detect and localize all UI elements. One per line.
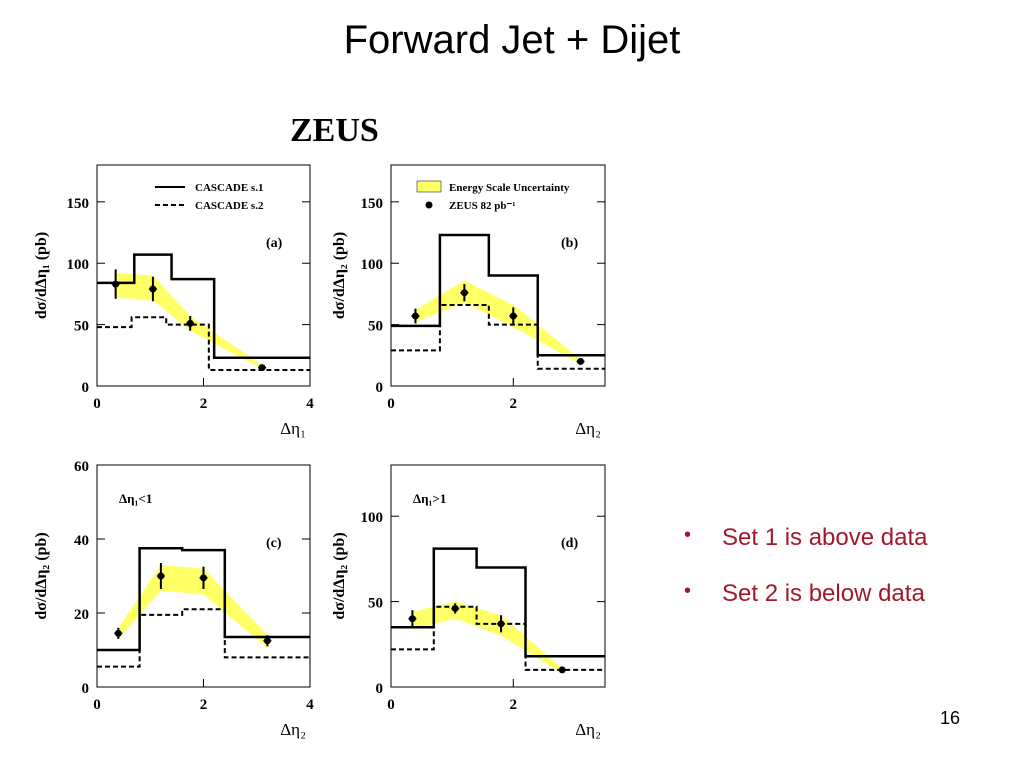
y-axis-label: dσ/dΔη₂ (pb) (33, 532, 50, 619)
legend-entry-label: CASCADE s.1 (195, 182, 263, 194)
y-tick-label: 150 (67, 196, 90, 212)
cascade-s1-line (391, 547, 605, 658)
data-point (509, 312, 517, 320)
panel-annotation: Δη₁<1 (119, 491, 152, 506)
uncertainty-band (118, 564, 268, 649)
panel-label: (c) (266, 536, 282, 551)
x-tick-label: 0 (387, 697, 395, 713)
y-tick-label: 0 (82, 681, 90, 697)
data-point (451, 604, 459, 612)
data-point (558, 666, 566, 674)
bullet-item: • Set 2 is below data (680, 580, 927, 636)
y-tick-label: 0 (376, 681, 384, 697)
legend-entry-label: CASCADE s.2 (195, 200, 264, 212)
y-tick-label: 0 (82, 380, 90, 396)
data-point (411, 312, 419, 320)
y-tick-label: 60 (74, 459, 89, 475)
panel-label: (a) (266, 236, 283, 251)
cascade-s1-line (391, 233, 605, 357)
cascade-s2-line (97, 608, 310, 668)
data-point (114, 629, 122, 637)
y-tick-label: 150 (361, 196, 384, 212)
x-axis-label: Δη₂ (575, 419, 601, 438)
x-axis-label: Δη₁ (280, 419, 306, 438)
cascade-s1-line (97, 547, 310, 652)
bullet-text: Set 1 is above data (722, 524, 928, 551)
y-tick-label: 50 (368, 319, 383, 335)
plot-frame (390, 164, 606, 387)
legend-entry-label: Energy Scale Uncertainty (449, 182, 570, 194)
y-axis-label: dσ/dΔη₂ (pb) (331, 232, 348, 319)
y-tick-label: 100 (67, 257, 90, 273)
x-tick-label: 2 (200, 697, 208, 713)
cascade-s1-line (97, 253, 310, 360)
page-number: 16 (940, 708, 961, 728)
panel-label: (d) (561, 536, 578, 551)
bullet-text: Set 2 is below data (722, 580, 925, 607)
panel-label: (b) (561, 236, 578, 251)
data-point (577, 357, 585, 365)
panel-annotation: Δη₁>1 (413, 491, 446, 506)
data-point (149, 285, 157, 293)
x-tick-label: 0 (387, 396, 395, 412)
uncertainty-band (415, 280, 581, 364)
y-tick-label: 50 (368, 596, 383, 612)
data-point (258, 364, 266, 372)
x-tick-label: 0 (93, 396, 101, 412)
legend-band-icon (416, 180, 442, 193)
data-point (200, 574, 207, 582)
data-point (460, 289, 468, 297)
x-axis-label: Δη₂ (575, 720, 601, 739)
legend-point-icon (425, 201, 433, 209)
bullet-dot-icon: • (684, 524, 692, 546)
x-axis-label: Δη₂ (280, 720, 306, 739)
x-tick-label: 0 (93, 697, 101, 713)
cascade-s2-line (391, 605, 605, 671)
bullet-dot-icon: • (684, 580, 692, 602)
y-tick-label: 40 (74, 533, 89, 549)
y-axis-label: dσ/dΔη₁ (pb) (33, 232, 50, 319)
y-tick-label: 0 (376, 380, 384, 396)
data-point (263, 637, 271, 645)
data-point (112, 280, 120, 288)
cascade-s2-line (391, 303, 605, 370)
experiment-label: ZEUS (290, 112, 379, 149)
cascade-s2-line (97, 316, 310, 372)
bullet-item: • Set 1 is above data (680, 524, 927, 580)
plot-frame (390, 464, 606, 688)
x-tick-label: 4 (306, 697, 314, 713)
y-tick-label: 50 (74, 319, 89, 335)
bullet-list: • Set 1 is above data • Set 2 is below d… (680, 524, 927, 636)
x-tick-label: 2 (510, 697, 518, 713)
data-point (408, 615, 416, 623)
chart-panel-b: 0 50 100 150 0 2 Δη₂ dσ/dΔη₂ (pb) (b) Energy Scal… (331, 164, 606, 438)
legend-entry-label: ZEUS 82 pb⁻¹ (449, 200, 516, 212)
chart-panel-d: 0 50 100 0 2 Δη₂ dσ/dΔη₂ (pb) (d) Δη₁>1 (331, 464, 606, 739)
x-tick-label: 4 (306, 396, 314, 412)
x-tick-label: 2 (200, 396, 208, 412)
slide-title: Forward Jet + Dijet (343, 18, 681, 62)
data-point (186, 319, 194, 327)
y-axis-label: dσ/dΔη₂ (pb) (331, 532, 348, 619)
data-point (497, 620, 505, 628)
data-point (157, 572, 165, 580)
uncertainty-band (412, 601, 563, 674)
y-tick-label: 100 (361, 257, 384, 273)
x-tick-label: 2 (510, 396, 518, 412)
y-tick-label: 20 (74, 607, 89, 623)
y-tick-label: 100 (361, 510, 384, 526)
